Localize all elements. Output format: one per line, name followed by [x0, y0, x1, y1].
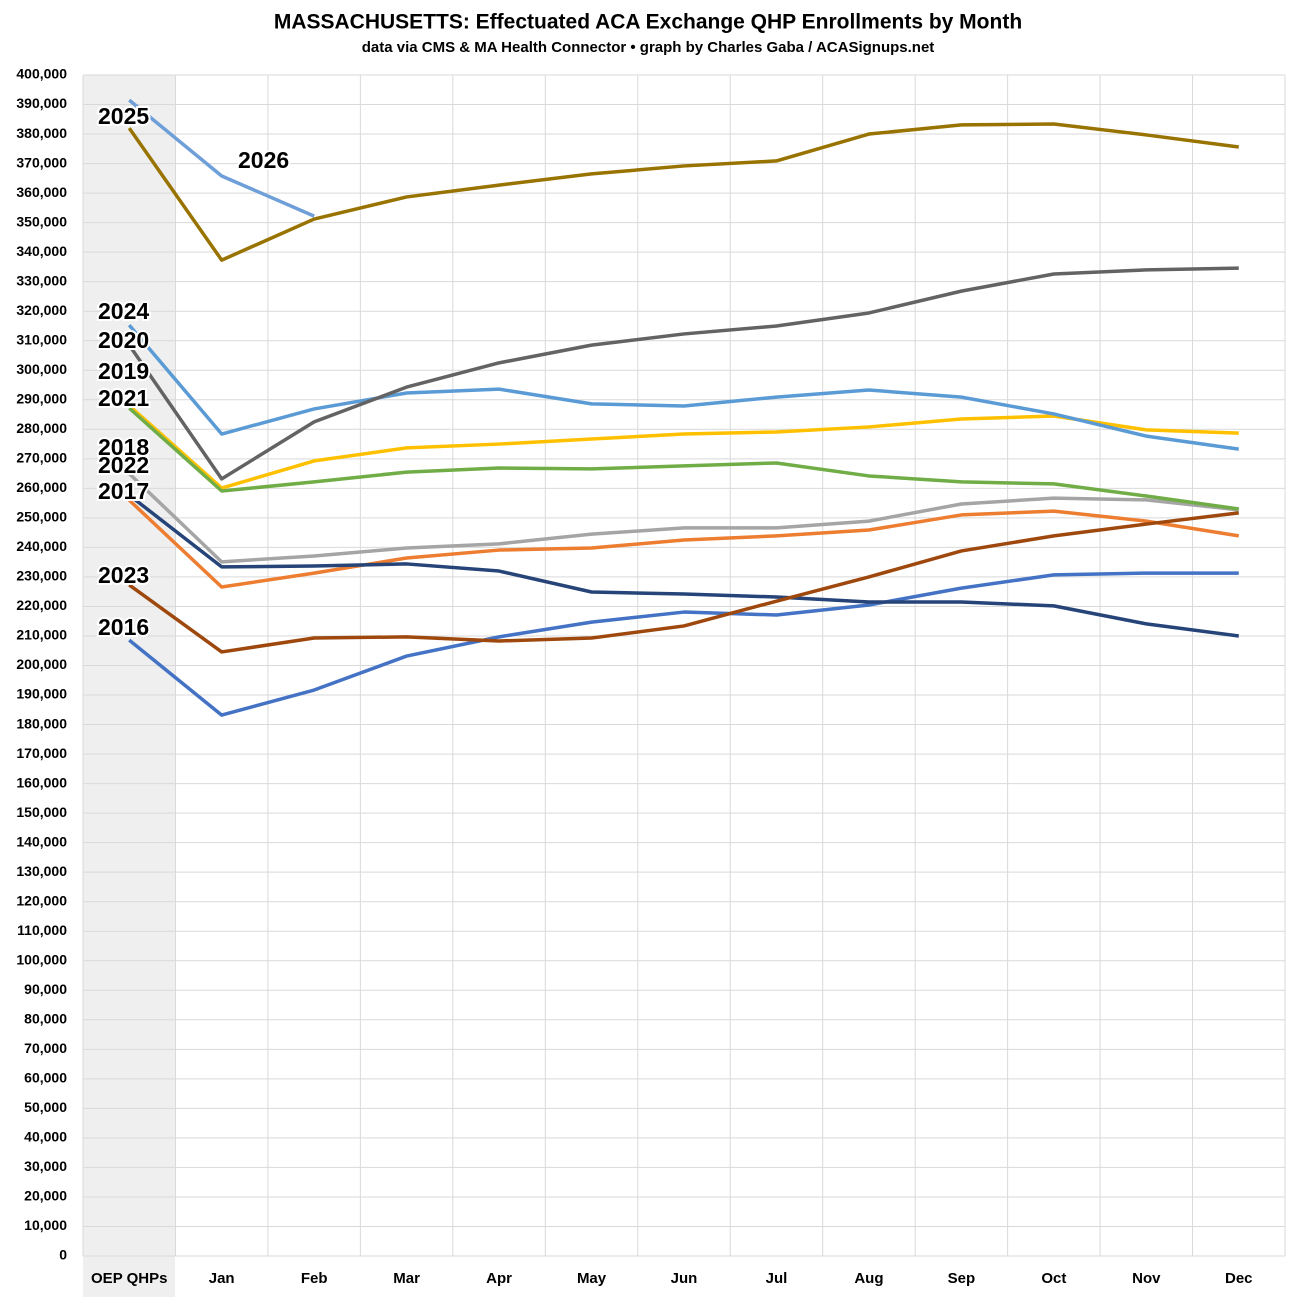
series-label: 2023 [98, 562, 149, 588]
series-label: 2021 [98, 385, 149, 411]
y-tick-label: 20,000 [24, 1188, 67, 1204]
series-line [127, 122, 1239, 262]
series-line [128, 498, 1240, 589]
y-tick-label: 130,000 [16, 863, 67, 879]
series-line [128, 493, 1239, 638]
x-tick-label: Apr [486, 1270, 512, 1287]
x-tick-label: Jan [209, 1270, 235, 1287]
y-tick-label: 120,000 [16, 892, 67, 908]
y-tick-label: 310,000 [16, 331, 67, 347]
y-tick-label: 170,000 [16, 745, 67, 761]
y-tick-label: 350,000 [16, 213, 67, 229]
series-label: 2018 [98, 434, 149, 460]
y-tick-label: 30,000 [24, 1158, 67, 1174]
series-line [127, 323, 1240, 451]
x-tick-label: Mar [393, 1270, 420, 1287]
y-tick-label: 60,000 [24, 1070, 67, 1086]
y-tick-label: 100,000 [16, 951, 67, 967]
y-tick-label: 50,000 [24, 1099, 67, 1115]
series-line [128, 571, 1239, 717]
series-label: 2022 [98, 452, 149, 478]
y-tick-label: 150,000 [16, 804, 67, 820]
y-tick-label: 140,000 [16, 833, 67, 849]
x-tick-label: Dec [1225, 1270, 1253, 1287]
chart-title: MASSACHUSETTS: Effectuated ACA Exchange … [274, 11, 1022, 34]
y-tick-label: 320,000 [16, 302, 67, 318]
y-tick-label: 110,000 [17, 922, 67, 938]
y-tick-label: 370,000 [16, 154, 67, 170]
x-tick-label: Oct [1041, 1270, 1066, 1287]
y-tick-label: 190,000 [16, 686, 67, 702]
oep-band [83, 75, 175, 1297]
series-label: 2024 [98, 298, 149, 324]
series-line [128, 404, 1239, 490]
x-tick-label: OEP QHPs [91, 1270, 167, 1287]
y-tick-label: 400,000 [16, 66, 67, 82]
y-tick-label: 80,000 [24, 1011, 67, 1027]
x-tick-label: Sep [948, 1270, 976, 1287]
x-tick-label: Feb [301, 1270, 328, 1287]
y-tick-label: 240,000 [16, 538, 67, 554]
y-tick-label: 260,000 [16, 479, 67, 495]
series-line [128, 472, 1239, 564]
y-tick-label: 340,000 [16, 243, 67, 259]
x-tick-label: Jul [766, 1270, 788, 1287]
series-label: 2026 [238, 147, 289, 173]
y-tick-label: 70,000 [24, 1040, 67, 1056]
series-line [128, 511, 1239, 654]
series-label: 2017 [98, 478, 149, 504]
y-tick-label: 230,000 [16, 568, 67, 584]
series-label: 2020 [98, 327, 149, 353]
series-line [127, 266, 1239, 481]
y-tick-label: 40,000 [24, 1129, 67, 1145]
y-tick-label: 380,000 [16, 125, 67, 141]
x-tick-label: Jun [671, 1270, 698, 1287]
y-tick-label: 390,000 [16, 95, 67, 111]
y-tick-label: 330,000 [16, 272, 67, 288]
y-tick-label: 300,000 [16, 361, 67, 377]
series-line [128, 406, 1240, 511]
y-tick-label: 90,000 [24, 981, 67, 997]
y-tick-label: 280,000 [16, 420, 67, 436]
y-tick-label: 220,000 [16, 597, 67, 613]
y-tick-label: 160,000 [16, 774, 67, 790]
series-label: 2025 [98, 103, 149, 129]
series-label: 2016 [98, 614, 149, 640]
y-tick-label: 270,000 [16, 450, 67, 466]
y-tick-label: 10,000 [24, 1217, 67, 1233]
y-tick-label: 180,000 [16, 715, 67, 731]
y-tick-label: 360,000 [16, 184, 67, 200]
x-tick-label: May [577, 1270, 607, 1287]
x-tick-label: Aug [854, 1270, 883, 1287]
y-tick-label: 250,000 [16, 509, 67, 525]
series-line [128, 98, 315, 218]
y-tick-label: 210,000 [16, 627, 67, 643]
series-label: 2019 [98, 358, 149, 384]
x-tick-label: Nov [1132, 1270, 1161, 1287]
chart-subtitle: data via CMS & MA Health Connector • gra… [362, 39, 935, 56]
y-tick-label: 200,000 [16, 656, 67, 672]
y-tick-label: 290,000 [16, 390, 67, 406]
y-tick-label: 0 [59, 1247, 67, 1263]
